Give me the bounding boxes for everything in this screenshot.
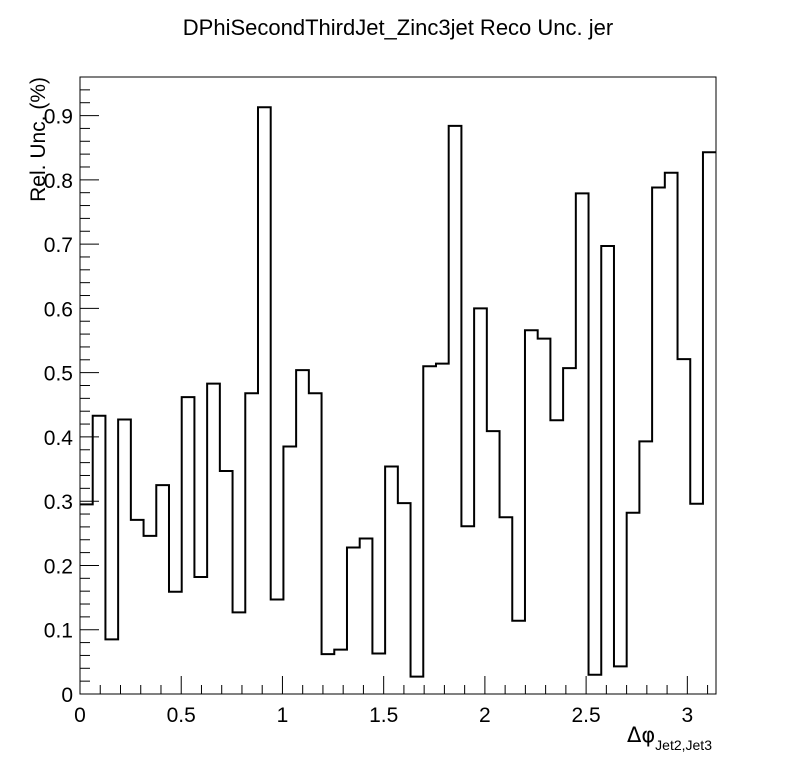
y-tick-label: 0.6 <box>44 298 73 321</box>
x-tick-label: 1 <box>277 704 289 727</box>
x-tick-label: 3 <box>681 704 693 727</box>
plot-frame <box>79 76 717 695</box>
x-tick-label: 0 <box>74 704 86 727</box>
y-tick-label: 0.4 <box>44 427 74 450</box>
y-tick-label: 0.5 <box>44 363 73 386</box>
x-tick-label: 0.5 <box>167 704 196 727</box>
histogram-line <box>80 106 716 678</box>
x-tick-label: 2.5 <box>572 704 601 727</box>
y-tick-label: 0 <box>61 684 73 707</box>
x-axis-label-subscript: Jet2,Jet3 <box>655 737 712 753</box>
y-tick-label: 0.3 <box>44 491 73 514</box>
y-tick-label: 0.1 <box>44 620 73 643</box>
x-axis-label-symbol: Δφ <box>627 723 655 747</box>
y-tick-label: 0.8 <box>44 170 73 193</box>
y-axis-label: Rel. Unc. (%) <box>27 77 50 202</box>
axis-ticks <box>79 76 709 695</box>
x-axis-label: ΔφJet2,Jet3 <box>627 723 712 753</box>
y-tick-labels: 0 0.1 0.2 0.3 0.4 0.5 0.6 0.7 0.8 0.9 <box>44 106 74 707</box>
chart-title: DPhiSecondThirdJet_Zinc3jet Reco Unc. je… <box>183 15 613 40</box>
x-tick-label: 1.5 <box>369 704 398 727</box>
y-tick-label: 0.2 <box>44 555 73 578</box>
y-tick-label: 0.7 <box>44 234 73 257</box>
x-tick-labels: 0 0.5 1 1.5 2 2.5 3 <box>74 704 693 727</box>
x-tick-label: 2 <box>479 704 491 727</box>
y-tick-label: 0.9 <box>44 106 73 129</box>
